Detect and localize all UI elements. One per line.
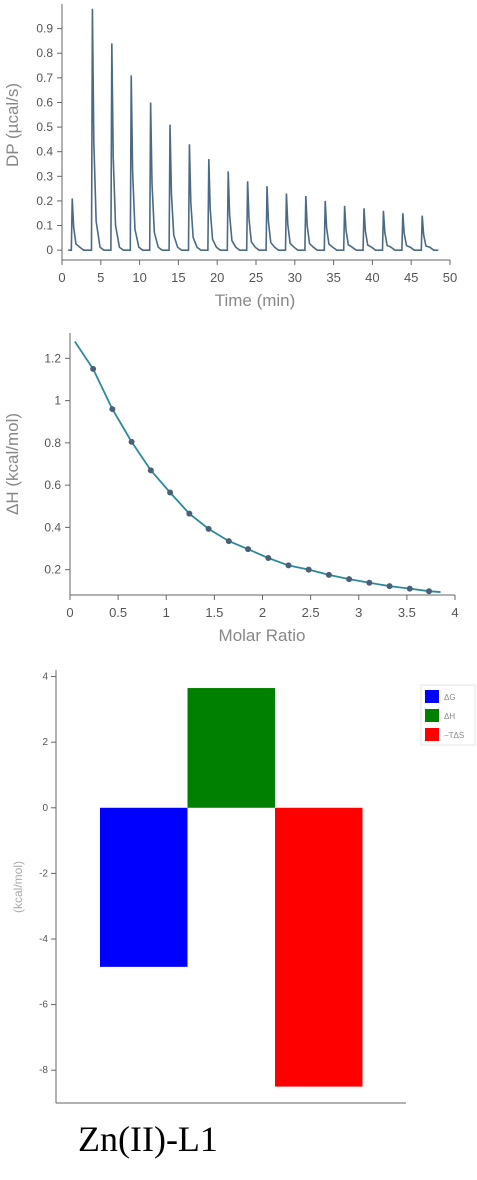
dh-x-tick-label: 2 [259, 605, 266, 620]
dp-x-tick-label: 45 [404, 270, 418, 285]
dp-x-tick-label: 5 [97, 270, 104, 285]
legend-label-tds: −TΔS [444, 731, 464, 740]
dh-x-tick-label: 3 [355, 605, 362, 620]
dp-x-tick-label: 50 [443, 270, 457, 285]
bar-y-tick-label: -8 [39, 1065, 48, 1076]
dp-x-label: Time (min) [215, 291, 296, 310]
dp-x-tick-label: 35 [326, 270, 340, 285]
dh-data-point [147, 467, 154, 474]
dh-data-point [205, 525, 212, 532]
dp-y-tick-label: 0.7 [36, 71, 53, 85]
dh-y-tick-label: 1.2 [44, 351, 61, 365]
legend-swatch-dh [425, 709, 439, 722]
dh-data-point [265, 555, 272, 562]
dp-x-tick-label: 20 [210, 270, 224, 285]
thermo-bar-chart: 4 2 0 -2 -4 -6 -8 ΔG ΔH −TΔS (kcal/mol) [11, 670, 476, 1104]
figure-caption: Zn(II)-L1 [78, 1119, 218, 1159]
dh-data-point [225, 538, 232, 545]
dp-y-tick-label: 0.9 [36, 22, 53, 36]
dh-y-tick-label: 0.4 [44, 520, 61, 534]
dp-thermogram-line [68, 8, 439, 251]
dh-x-tick-label: 1 [163, 605, 170, 620]
dp-y-tick-label: 0.5 [36, 120, 53, 134]
dh-data-point [406, 585, 413, 592]
dp-x-tick-label: 10 [132, 270, 146, 285]
dh-data-point [325, 571, 332, 578]
dp-y-tick-label: 0.6 [36, 95, 53, 109]
dh-x-tick-label: 2.5 [302, 605, 320, 620]
dp-y-tick-label: 0.4 [36, 145, 53, 159]
dh-data-point [346, 576, 353, 583]
dp-x-tick-label: 25 [249, 270, 263, 285]
dp-y-label: DP (µcal/s) [3, 83, 22, 167]
dh-y-tick-label: 1 [54, 394, 61, 408]
dh-data-point [90, 365, 97, 372]
dh-fit-curve [74, 340, 441, 593]
dh-x-label: Molar Ratio [219, 626, 306, 645]
dh-data-point [426, 588, 433, 595]
legend: ΔG ΔH −TΔS [420, 684, 476, 746]
bar-y-tick-label: -2 [39, 868, 48, 879]
dh-y-tick-label: 0.2 [44, 563, 61, 577]
dh-data-point [128, 438, 135, 445]
dh-data-point [245, 546, 252, 553]
legend-swatch-tds [425, 728, 439, 741]
dp-y-tick-label: 0.8 [36, 46, 53, 60]
dh-data-point [186, 510, 193, 517]
bar-delta-g [100, 807, 188, 967]
dh-x-tick-label: 0 [66, 605, 73, 620]
dp-y-tick-label: 0.3 [36, 169, 53, 183]
dh-data-point [386, 583, 393, 590]
dh-data-point [366, 579, 373, 586]
bar-y-label: (kcal/mol) [11, 861, 25, 913]
bar-delta-h [187, 688, 275, 808]
dh-data-point [285, 562, 292, 569]
dh-x-tick-label: 4 [451, 605, 458, 620]
dp-time-plot: 0 5 10 15 20 25 30 35 40 45 50 0 0.1 0.2 0.3 0.4 0.5 0.6 0… [3, 4, 457, 310]
dp-x-tick-label: 0 [58, 270, 65, 285]
legend-label-dh: ΔH [444, 712, 455, 721]
dh-data-point [109, 406, 116, 413]
dh-y-label: ΔH (kcal/mol) [3, 413, 22, 515]
dh-data-point [167, 489, 174, 496]
bar-y-tick-label: 2 [42, 737, 48, 748]
dh-x-tick-label: 3.5 [398, 605, 416, 620]
bar-y-tick-label: 0 [42, 803, 48, 814]
dp-x-tick-label: 40 [365, 270, 379, 285]
dp-y-tick-label: 0 [46, 243, 53, 257]
bar-y-tick-label: -4 [39, 934, 48, 945]
legend-swatch-dg [425, 690, 439, 703]
bar-minus-t-delta-s [275, 807, 363, 1087]
dp-x-tick-label: 15 [171, 270, 185, 285]
dp-x-tick-label: 30 [288, 270, 302, 285]
enthalpy-plot: 0 0.5 1 1.5 2 2.5 3 3.5 4 0.2 0.4 0.6 0.8 1 1.2 Molar … [3, 333, 459, 645]
legend-label-dg: ΔG [444, 693, 456, 702]
dh-x-tick-label: 1.5 [205, 605, 223, 620]
bar-y-tick-label: -6 [39, 1000, 48, 1011]
dh-y-tick-label: 0.8 [44, 436, 61, 450]
dp-y-tick-label: 0.2 [36, 194, 53, 208]
dp-y-tick-label: 0.1 [36, 219, 53, 233]
dh-data-point [305, 566, 312, 573]
bar-y-tick-label: 4 [42, 672, 48, 683]
dh-y-tick-label: 0.6 [44, 478, 61, 492]
dh-x-tick-label: 0.5 [109, 605, 127, 620]
